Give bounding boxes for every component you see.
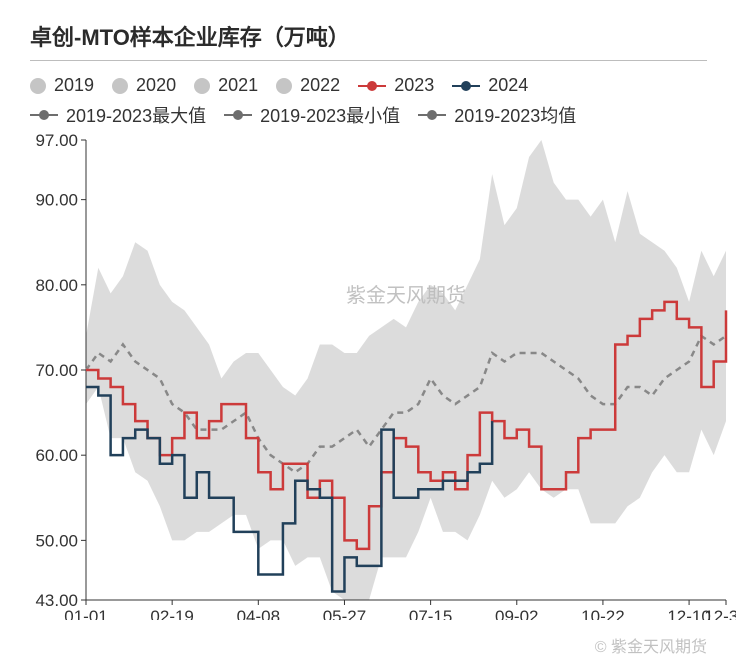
legend-swatch xyxy=(30,78,46,94)
center-watermark: 紫金天风期货 xyxy=(346,284,466,307)
legend-item: 2019-2023最小值 xyxy=(224,102,400,128)
legend-item: 2019-2023均值 xyxy=(418,102,576,128)
legend-label: 2019-2023最大值 xyxy=(66,102,206,128)
legend-item: 2020 xyxy=(112,75,176,96)
y-tick-label: 70.00 xyxy=(35,361,78,380)
x-tick-label: 10-22 xyxy=(581,607,624,620)
chart-title: 卓创-MTO样本企业库存（万吨） xyxy=(30,20,707,52)
legend-label: 2023 xyxy=(394,75,434,96)
x-tick-label: 09-02 xyxy=(495,607,538,620)
x-tick-label: 04-08 xyxy=(237,607,280,620)
legend-swatch xyxy=(224,109,252,121)
legend: 2019 2020 2021 2022 2023 2024 2019-2023最大值 2019… xyxy=(30,71,707,130)
y-tick-label: 60.00 xyxy=(35,446,78,465)
legend-swatch xyxy=(452,80,480,92)
legend-swatch xyxy=(418,109,446,121)
legend-swatch xyxy=(194,78,210,94)
x-tick-label: 02-19 xyxy=(150,607,193,620)
legend-label: 2022 xyxy=(300,75,340,96)
legend-swatch xyxy=(276,78,292,94)
x-tick-label: 12-31 xyxy=(704,607,736,620)
x-tick-label: 01-01 xyxy=(64,607,107,620)
legend-swatch xyxy=(30,109,58,121)
legend-swatch xyxy=(112,78,128,94)
legend-item: 2024 xyxy=(452,75,528,96)
legend-label: 2020 xyxy=(136,75,176,96)
legend-label: 2019 xyxy=(54,75,94,96)
legend-item: 2022 xyxy=(276,75,340,96)
legend-item: 2019-2023最大值 xyxy=(30,102,206,128)
legend-label: 2019-2023最小值 xyxy=(260,102,400,128)
plot-area: 43.0050.0060.0070.0080.0090.0097.0001-01… xyxy=(30,130,707,620)
legend-label: 2019-2023均值 xyxy=(454,102,576,128)
y-tick-label: 50.00 xyxy=(35,531,78,550)
chart-svg: 43.0050.0060.0070.0080.0090.0097.0001-01… xyxy=(30,130,736,620)
chart-container: 卓创-MTO样本企业库存（万吨） 2019 2020 2021 2022 2023 202… xyxy=(0,0,737,665)
legend-item: 2021 xyxy=(194,75,258,96)
y-tick-label: 90.00 xyxy=(35,191,78,210)
legend-item: 2023 xyxy=(358,75,434,96)
divider xyxy=(30,60,707,61)
legend-label: 2021 xyxy=(218,75,258,96)
y-tick-label: 80.00 xyxy=(35,276,78,295)
legend-label: 2024 xyxy=(488,75,528,96)
y-tick-label: 97.00 xyxy=(35,131,78,150)
legend-swatch xyxy=(358,80,386,92)
legend-item: 2019 xyxy=(30,75,94,96)
corner-watermark: © 紫金天风期货 xyxy=(595,633,707,657)
x-tick-label: 07-15 xyxy=(409,607,452,620)
x-tick-label: 05-27 xyxy=(323,607,366,620)
range-band xyxy=(86,140,726,600)
